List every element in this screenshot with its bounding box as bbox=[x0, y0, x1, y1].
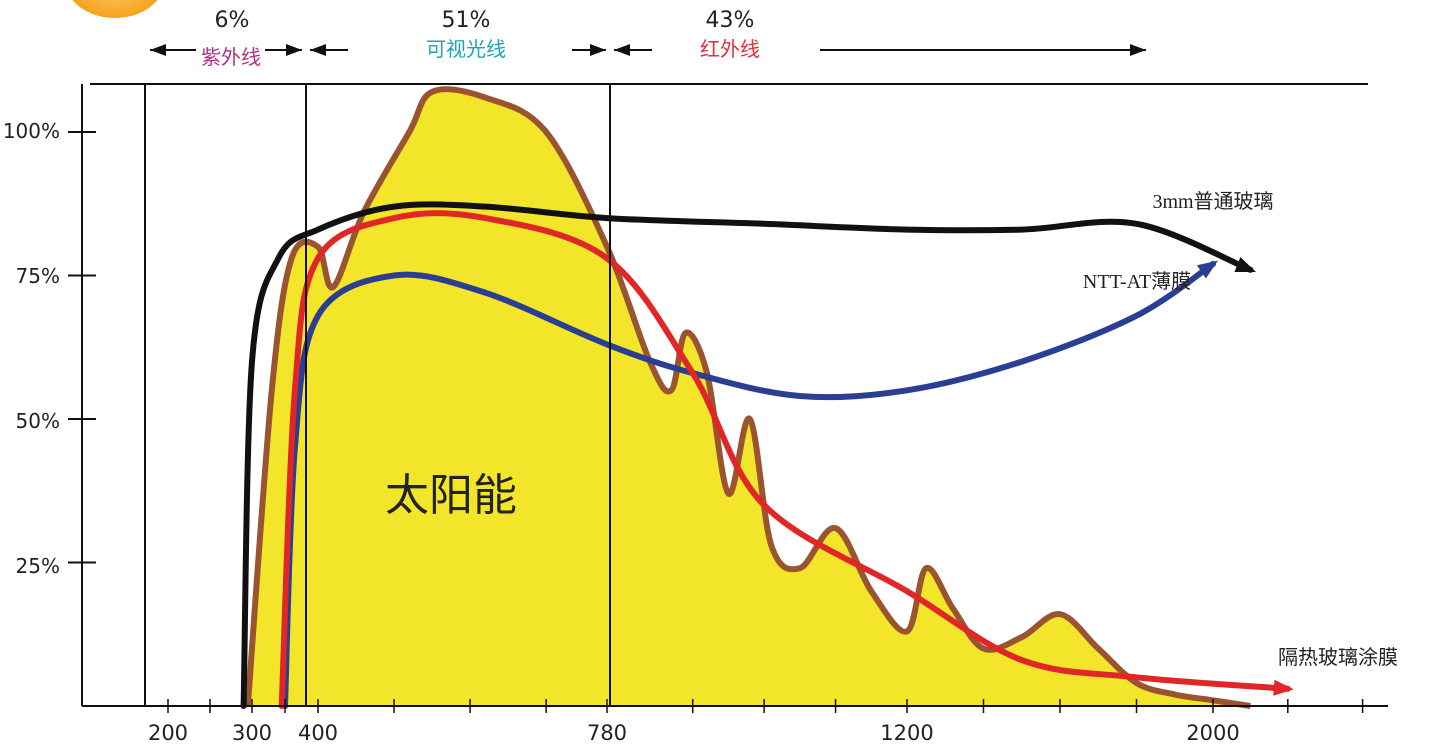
y-tick-label: 75% bbox=[16, 264, 60, 288]
y-tick-label: 100% bbox=[3, 119, 60, 143]
band-arrowhead bbox=[310, 44, 326, 56]
series-label-film: NTT-AT薄膜 bbox=[1083, 270, 1191, 293]
series-arrowhead bbox=[1196, 260, 1218, 279]
series-group bbox=[240, 201, 1294, 709]
series-arrowhead bbox=[1234, 257, 1256, 273]
band-arrowhead bbox=[614, 44, 630, 56]
band-arrowhead bbox=[1130, 44, 1146, 56]
x-tick-label: 1200 bbox=[880, 721, 933, 745]
axes bbox=[68, 84, 1388, 713]
band-arrowhead bbox=[150, 44, 166, 56]
band-label-ir: 红外线 bbox=[700, 37, 760, 61]
y-tick-label: 25% bbox=[16, 554, 60, 578]
solar-area-outline bbox=[244, 86, 1251, 709]
band-annotations bbox=[144, 44, 1146, 706]
series-label-glass: 3mm普通玻璃 bbox=[1152, 190, 1273, 213]
band-percent-visible: 51% bbox=[442, 8, 491, 33]
band-arrowhead bbox=[590, 44, 606, 56]
x-tick-label: 400 bbox=[298, 721, 338, 745]
series-line-film bbox=[282, 261, 1216, 709]
x-tick-label: 300 bbox=[232, 721, 272, 745]
series-arrowhead bbox=[1273, 679, 1294, 696]
series-line-coating bbox=[278, 210, 1291, 709]
area-label: 太阳能 bbox=[385, 470, 517, 521]
series-line-glass bbox=[240, 201, 1254, 709]
solar-area-fill bbox=[247, 89, 1251, 707]
sun-icon bbox=[72, 0, 158, 18]
y-tick-label: 50% bbox=[16, 409, 60, 433]
solar-area bbox=[244, 86, 1251, 709]
band-percent-ir: 43% bbox=[706, 8, 755, 33]
x-tick-label: 200 bbox=[148, 721, 188, 745]
x-tick-label: 2000 bbox=[1186, 721, 1239, 745]
band-percent-uv: 6% bbox=[215, 8, 250, 33]
band-label-visible: 可视光线 bbox=[426, 37, 506, 61]
x-tick-label: 780 bbox=[587, 721, 627, 745]
series-label-coating: 隔热玻璃涂膜 bbox=[1278, 646, 1398, 669]
band-label-uv: 紫外线 bbox=[201, 45, 261, 69]
band-arrowhead bbox=[286, 44, 302, 56]
